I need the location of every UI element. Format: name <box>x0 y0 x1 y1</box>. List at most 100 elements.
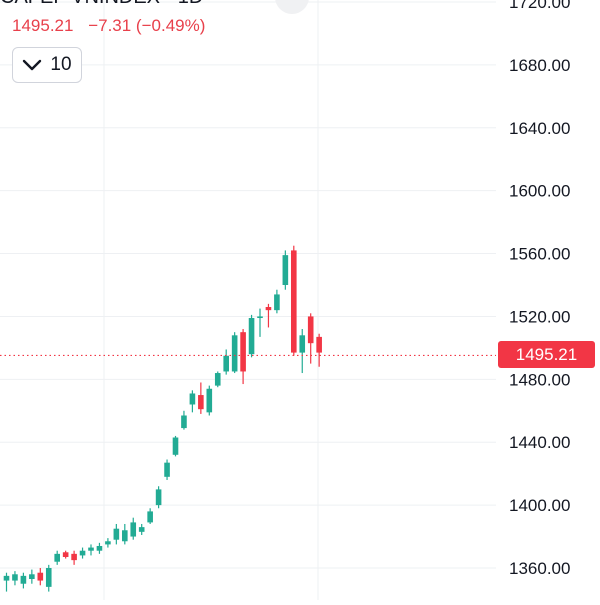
candle-down <box>198 382 204 414</box>
candle-body <box>307 316 314 344</box>
candle-body <box>3 575 10 581</box>
candle-body <box>299 335 306 353</box>
candle-up <box>172 435 179 457</box>
candle-up <box>130 517 137 540</box>
candle-up <box>189 390 196 413</box>
candle-body <box>223 355 229 372</box>
y-axis-tick-label: 1520.00 <box>509 307 570 326</box>
candle-down <box>62 550 69 559</box>
candle-body <box>71 553 77 561</box>
candle-body <box>147 511 153 523</box>
candle-down <box>37 568 44 586</box>
candle-body <box>20 575 27 584</box>
candle-body <box>37 572 44 581</box>
candle-body <box>54 553 60 562</box>
y-axis-tick-label: 1560.00 <box>509 245 570 264</box>
candle-up <box>105 538 111 548</box>
candle-body <box>138 527 145 532</box>
candle-body <box>181 415 187 429</box>
y-axis-tick-label: 1600.00 <box>509 182 570 201</box>
price-axis[interactable]: 1720.00 1680.00 1640.00 1600.00 1560.00 1520.… <box>509 0 570 578</box>
candle-layer <box>3 245 322 592</box>
y-axis-tick-label: 1480.00 <box>509 370 570 389</box>
candle-up <box>299 329 306 374</box>
candle-down <box>71 550 77 565</box>
candle-body <box>79 550 86 556</box>
candle-body <box>155 489 162 506</box>
candle-body <box>291 250 297 353</box>
y-axis-tick-label: 1440.00 <box>509 433 570 452</box>
interval-label: 10 <box>50 54 72 75</box>
candle-down <box>316 333 322 367</box>
candle-body <box>122 530 128 542</box>
candle-body <box>96 545 103 551</box>
y-axis-tick-label: 1360.00 <box>509 559 570 578</box>
y-axis-tick-label: 1400.00 <box>509 496 570 515</box>
candle-body <box>248 318 255 355</box>
candle-up <box>122 523 128 545</box>
candle-up <box>20 572 27 589</box>
candle-up <box>113 523 120 545</box>
candle-body <box>62 552 69 557</box>
candle-up <box>223 349 229 375</box>
candle-up <box>29 569 35 584</box>
current-price-label: 1495.21 <box>515 344 578 364</box>
y-axis-tick-label: 1640.00 <box>509 119 570 138</box>
interval-dropdown-button[interactable]: 10 <box>12 47 82 83</box>
candle-body <box>231 335 238 372</box>
candle-up <box>274 289 280 314</box>
candle-body <box>113 528 120 540</box>
candle-up <box>96 542 103 554</box>
candle-body <box>29 574 35 580</box>
candle-up <box>155 486 162 509</box>
candle-body <box>265 307 272 311</box>
candle-up <box>45 564 52 592</box>
y-axis-tick-label: 1720.00 <box>509 0 570 12</box>
menu-circle-button[interactable] <box>275 0 309 14</box>
candle-down <box>307 313 314 364</box>
chevron-down-icon <box>23 59 42 71</box>
candle-up <box>231 332 238 374</box>
candle-up <box>88 544 94 556</box>
grid-layer <box>0 0 496 600</box>
candle-body <box>130 522 137 537</box>
candle-body <box>316 336 322 353</box>
candle-body <box>88 547 94 551</box>
candle-body <box>206 388 213 413</box>
candle-up <box>214 371 221 388</box>
candle-up <box>248 314 255 358</box>
candle-down <box>240 329 246 385</box>
last-price: 1495.21 <box>12 16 74 35</box>
candle-up <box>54 550 60 565</box>
candle-body <box>274 294 280 311</box>
candle-up <box>206 385 213 416</box>
candle-up <box>79 547 86 559</box>
y-axis-tick-label: 1680.00 <box>509 56 570 75</box>
quote-line: 1495.21 −7.31 (−0.49%) <box>12 16 215 36</box>
candle-body <box>214 373 221 386</box>
candle-up <box>147 508 153 524</box>
candle-body <box>105 541 111 545</box>
candle-down <box>265 303 272 328</box>
candle-body <box>45 568 52 587</box>
candle-body <box>198 395 204 410</box>
candle-body <box>189 393 196 405</box>
candle-up <box>282 250 289 290</box>
candle-body <box>172 437 179 455</box>
candle-up <box>138 523 145 535</box>
candle-up <box>181 410 187 430</box>
candle-body <box>12 574 18 581</box>
candle-up <box>3 572 10 592</box>
candle-body <box>164 462 170 477</box>
current-price-tag: 1495.21 <box>498 341 595 368</box>
price-change: −7.31 (−0.49%) <box>88 16 206 35</box>
candle-body <box>282 255 289 285</box>
candle-body <box>257 316 263 319</box>
candle-up <box>12 571 18 586</box>
candle-down <box>291 245 297 356</box>
candle-up <box>164 459 170 480</box>
symbol-title: CAFEF VNINDEX · 1D <box>0 0 203 9</box>
candle-body <box>240 332 246 372</box>
